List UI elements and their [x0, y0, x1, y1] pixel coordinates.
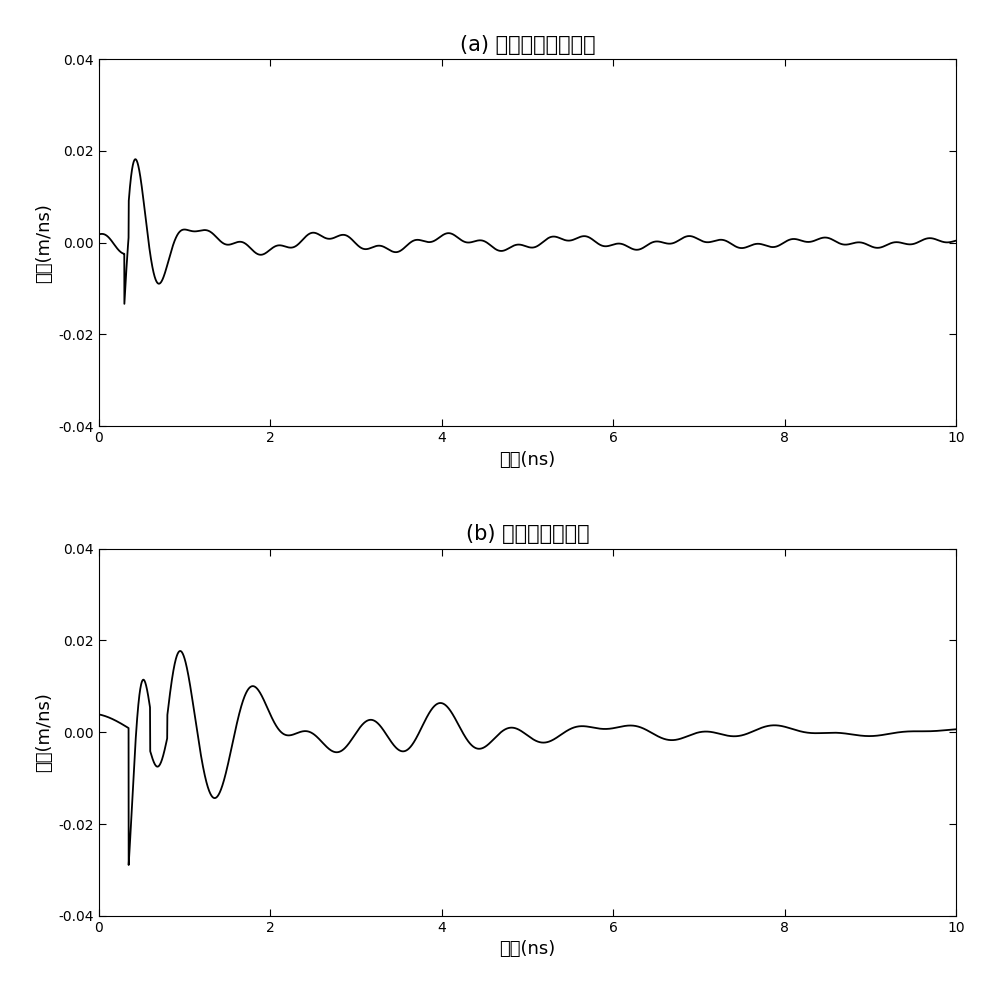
X-axis label: 时间(ns): 时间(ns)	[499, 940, 556, 958]
Y-axis label: 幅度(m/ns): 幅度(m/ns)	[35, 203, 53, 283]
Title: (a) 椭圆偶极子传感器: (a) 椭圆偶极子传感器	[460, 35, 595, 55]
Y-axis label: 幅度(m/ns): 幅度(m/ns)	[35, 692, 53, 773]
Title: (b) 对数周期传感器: (b) 对数周期传感器	[466, 524, 589, 544]
X-axis label: 时间(ns): 时间(ns)	[499, 451, 556, 469]
